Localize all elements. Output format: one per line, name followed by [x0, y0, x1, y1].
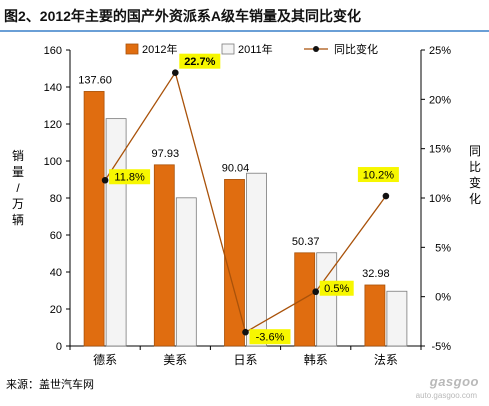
x-tick-label: 美系	[163, 353, 187, 367]
y2-tick-label: 20%	[429, 94, 451, 106]
change-label: 10.2%	[363, 170, 394, 182]
change-point	[242, 328, 249, 336]
change-label: 0.5%	[324, 283, 349, 295]
bar-2012-label: 97.93	[152, 148, 180, 160]
y-axis-title-char: 销	[12, 149, 24, 163]
bar-2012	[83, 91, 105, 347]
y2-axis-title-char: 同	[469, 144, 481, 158]
y2-tick-label: 15%	[429, 144, 451, 156]
bar-2012-label: 32.98	[362, 268, 390, 280]
change-label-bg	[179, 53, 221, 69]
y-tick-label: 140	[44, 82, 62, 94]
change-label: 22.7%	[184, 56, 215, 68]
y-axis-title-char: 万	[12, 197, 24, 211]
y2-tick-label: 0%	[435, 292, 451, 304]
bar-2012-label: 137.60	[78, 74, 112, 86]
y-axis-title-char: 量	[12, 165, 24, 179]
change-point	[382, 192, 390, 200]
change-label-bg	[319, 280, 354, 296]
change-point	[312, 288, 320, 296]
x-tick-label: 法系	[374, 353, 398, 367]
change-label-bg	[109, 169, 151, 185]
watermark-logo: gasgoo	[429, 374, 479, 389]
y2-axis-title-char: 化	[469, 192, 481, 206]
bar-2011	[386, 290, 408, 347]
legend-label: 2012年	[142, 42, 177, 56]
change-label: -3.6%	[256, 332, 285, 344]
legend-label: 2011年	[238, 42, 273, 56]
y-tick-label: 60	[50, 230, 62, 242]
y-tick-label: 160	[44, 45, 62, 57]
x-tick-label: 德系	[93, 352, 117, 367]
legend-swatch	[125, 43, 139, 55]
legend-label: 同比变化	[334, 42, 378, 56]
chart-title: 图2、2012年主要的国产外资派系A级车销量及其同比变化	[4, 8, 362, 24]
y-axis-title-char: 辆	[12, 213, 24, 227]
bar-2012	[364, 284, 386, 347]
y-tick-label: 100	[44, 156, 62, 168]
change-label-bg	[357, 167, 399, 183]
bar-2012	[153, 164, 175, 347]
bar-2012	[294, 252, 316, 347]
change-point	[101, 176, 109, 184]
y2-tick-label: 10%	[429, 193, 451, 205]
y-tick-label: 80	[50, 193, 62, 205]
y2-tick-label: 5%	[435, 242, 451, 254]
x-tick-label: 日系	[233, 353, 257, 367]
change-point	[172, 69, 179, 76]
y2-tick-label: -5%	[431, 341, 451, 353]
bar-2011	[175, 197, 197, 347]
y-axis-title-char: /	[16, 181, 20, 195]
x-tick-label: 韩系	[304, 352, 328, 367]
y-tick-label: 120	[44, 119, 62, 131]
source-note: 来源：盖世汽车网	[6, 379, 94, 391]
y-tick-label: 0	[56, 341, 62, 353]
change-label: 11.8%	[114, 172, 145, 184]
y2-axis-title-char: 变	[469, 175, 481, 190]
y-tick-label: 40	[50, 267, 62, 279]
y-tick-label: 20	[50, 304, 62, 316]
y2-axis-title-char: 比	[469, 160, 481, 174]
bar-2011	[246, 172, 267, 347]
bar-2012-label: 90.04	[222, 162, 250, 174]
bar-2011	[316, 252, 338, 347]
bar-2012	[224, 179, 245, 347]
legend-marker	[313, 46, 319, 52]
y2-tick-label: 25%	[429, 45, 451, 57]
change-label-bg	[249, 329, 291, 345]
legend-swatch	[221, 43, 235, 55]
bar-2012-label: 50.37	[292, 236, 320, 248]
watermark-url: auto.gasgoo.com	[415, 391, 477, 400]
title-bar	[0, 0, 489, 32]
